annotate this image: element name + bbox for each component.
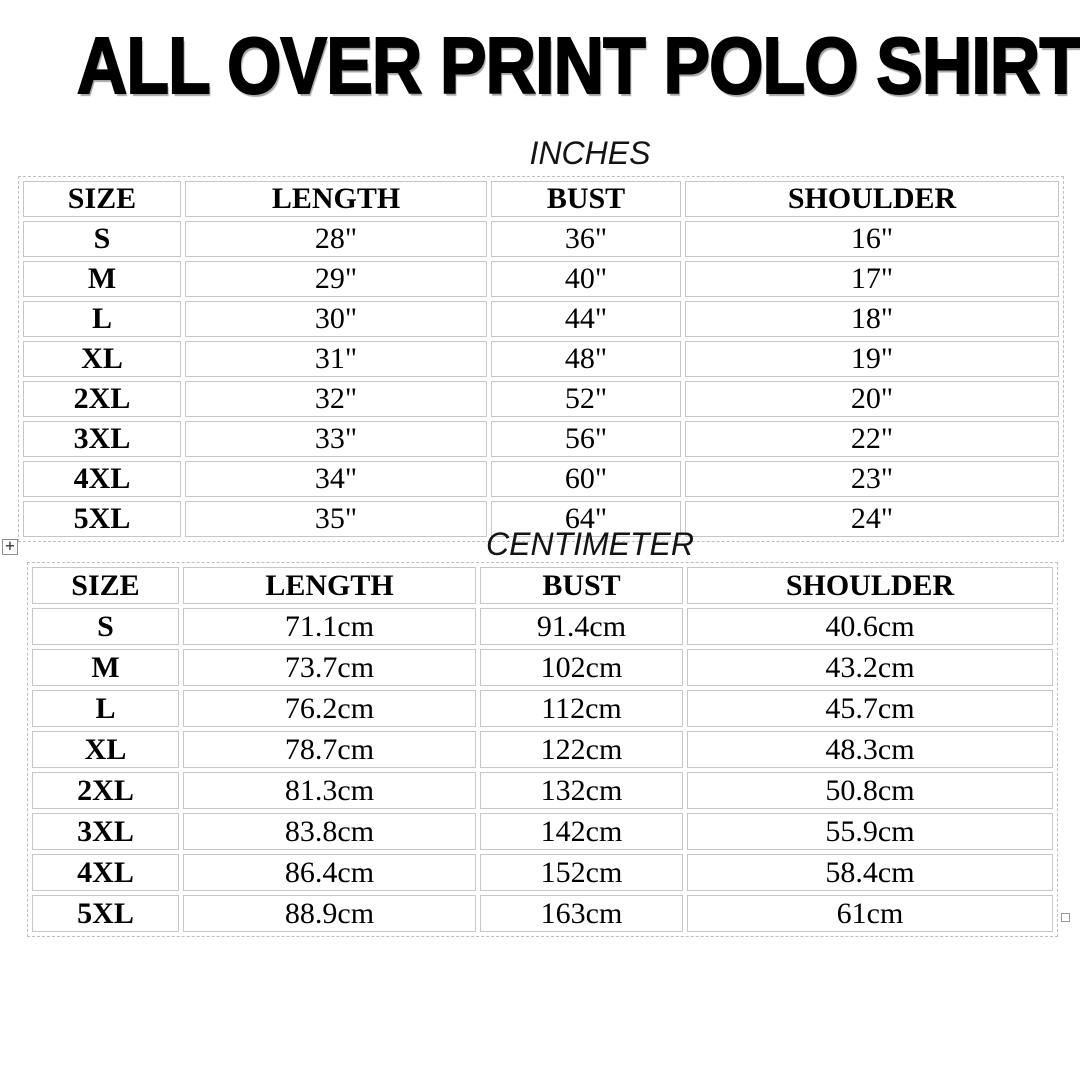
table-row: 5XL 35" 64" 24"	[23, 501, 1059, 537]
inches-section-label: INCHES	[529, 135, 651, 171]
table-header-row: SIZE LENGTH BUST SHOULDER	[32, 567, 1053, 604]
measurement-cell: 50.8cm	[687, 772, 1053, 809]
measurement-cell: 22"	[685, 421, 1059, 457]
measurement-cell: 91.4cm	[480, 608, 683, 645]
measurement-cell: 43.2cm	[687, 649, 1053, 686]
measurement-cell: 18"	[685, 301, 1059, 337]
measurement-cell: 86.4cm	[183, 854, 476, 891]
measurement-cell: 83.8cm	[183, 813, 476, 850]
measurement-cell: 76.2cm	[183, 690, 476, 727]
table-move-handle-icon[interactable]: +	[2, 539, 18, 555]
size-cell: S	[32, 608, 179, 645]
size-cell: L	[23, 301, 181, 337]
measurement-cell: 44"	[491, 301, 681, 337]
measurement-cell: 36"	[491, 221, 681, 257]
measurement-cell: 163cm	[480, 895, 683, 932]
page-title: ALL OVER PRINT POLO SHIRTS	[0, 21, 1080, 110]
column-header-bust: BUST	[480, 567, 683, 604]
measurement-cell: 32"	[185, 381, 487, 417]
table-row: 4XL 34" 60" 23"	[23, 461, 1059, 497]
size-cell: 4XL	[23, 461, 181, 497]
size-cell: 3XL	[32, 813, 179, 850]
measurement-cell: 48"	[491, 341, 681, 377]
table-row: 2XL 32" 52" 20"	[23, 381, 1059, 417]
size-cell: 5XL	[23, 501, 181, 537]
table-row: 3XL 83.8cm 142cm 55.9cm	[32, 813, 1053, 850]
table-row: M 29" 40" 17"	[23, 261, 1059, 297]
table-row: XL 78.7cm 122cm 48.3cm	[32, 731, 1053, 768]
column-header-length: LENGTH	[185, 181, 487, 217]
measurement-cell: 152cm	[480, 854, 683, 891]
measurement-cell: 45.7cm	[687, 690, 1053, 727]
measurement-cell: 132cm	[480, 772, 683, 809]
inches-size-table: SIZE LENGTH BUST SHOULDER S 28" 36" 16" M 29" 40"…	[18, 176, 1064, 542]
measurement-cell: 40"	[491, 261, 681, 297]
table-row: 3XL 33" 56" 22"	[23, 421, 1059, 457]
size-cell: 2XL	[23, 381, 181, 417]
measurement-cell: 81.3cm	[183, 772, 476, 809]
size-cell: 4XL	[32, 854, 179, 891]
measurement-cell: 33"	[185, 421, 487, 457]
table-row: L 30" 44" 18"	[23, 301, 1059, 337]
measurement-cell: 34"	[185, 461, 487, 497]
measurement-cell: 142cm	[480, 813, 683, 850]
table-resize-handle-icon[interactable]	[1061, 913, 1070, 922]
measurement-cell: 88.9cm	[183, 895, 476, 932]
measurement-cell: 61cm	[687, 895, 1053, 932]
size-cell: 3XL	[23, 421, 181, 457]
measurement-cell: 56"	[491, 421, 681, 457]
measurement-cell: 102cm	[480, 649, 683, 686]
measurement-cell: 20"	[685, 381, 1059, 417]
measurement-cell: 64"	[491, 501, 681, 537]
column-header-size: SIZE	[23, 181, 181, 217]
table-row: M 73.7cm 102cm 43.2cm	[32, 649, 1053, 686]
measurement-cell: 17"	[685, 261, 1059, 297]
size-cell: 5XL	[32, 895, 179, 932]
table-header-row: SIZE LENGTH BUST SHOULDER	[23, 181, 1059, 217]
measurement-cell: 19"	[685, 341, 1059, 377]
column-header-shoulder: SHOULDER	[687, 567, 1053, 604]
column-header-size: SIZE	[32, 567, 179, 604]
page-title-text: ALL OVER PRINT POLO SHIRTS	[76, 21, 1080, 110]
measurement-cell: 60"	[491, 461, 681, 497]
size-cell: S	[23, 221, 181, 257]
measurement-cell: 52"	[491, 381, 681, 417]
size-cell: 2XL	[32, 772, 179, 809]
measurement-cell: 55.9cm	[687, 813, 1053, 850]
centimeter-size-table: SIZE LENGTH BUST SHOULDER S 71.1cm 91.4cm 40.6…	[27, 562, 1058, 937]
size-cell: L	[32, 690, 179, 727]
measurement-cell: 16"	[685, 221, 1059, 257]
size-cell: M	[32, 649, 179, 686]
measurement-cell: 31"	[185, 341, 487, 377]
measurement-cell: 24"	[685, 501, 1059, 537]
table-row: S 28" 36" 16"	[23, 221, 1059, 257]
table-row: XL 31" 48" 19"	[23, 341, 1059, 377]
column-header-length: LENGTH	[183, 567, 476, 604]
measurement-cell: 40.6cm	[687, 608, 1053, 645]
table-row: 2XL 81.3cm 132cm 50.8cm	[32, 772, 1053, 809]
column-header-shoulder: SHOULDER	[685, 181, 1059, 217]
measurement-cell: 30"	[185, 301, 487, 337]
measurement-cell: 71.1cm	[183, 608, 476, 645]
table-row: S 71.1cm 91.4cm 40.6cm	[32, 608, 1053, 645]
measurement-cell: 73.7cm	[183, 649, 476, 686]
measurement-cell: 112cm	[480, 690, 683, 727]
measurement-cell: 48.3cm	[687, 731, 1053, 768]
measurement-cell: 28"	[185, 221, 487, 257]
size-cell: XL	[23, 341, 181, 377]
table-row: 5XL 88.9cm 163cm 61cm	[32, 895, 1053, 932]
measurement-cell: 58.4cm	[687, 854, 1053, 891]
column-header-bust: BUST	[491, 181, 681, 217]
table-row: L 76.2cm 112cm 45.7cm	[32, 690, 1053, 727]
size-cell: XL	[32, 731, 179, 768]
measurement-cell: 122cm	[480, 731, 683, 768]
size-cell: M	[23, 261, 181, 297]
table-row: 4XL 86.4cm 152cm 58.4cm	[32, 854, 1053, 891]
centimeter-section-label: CENTIMETER	[486, 526, 694, 562]
measurement-cell: 78.7cm	[183, 731, 476, 768]
measurement-cell: 29"	[185, 261, 487, 297]
measurement-cell: 35"	[185, 501, 487, 537]
measurement-cell: 23"	[685, 461, 1059, 497]
